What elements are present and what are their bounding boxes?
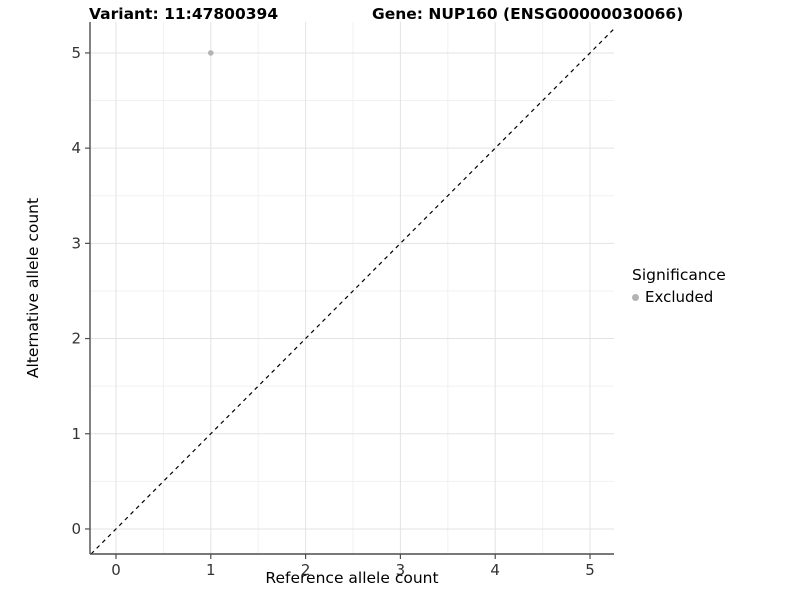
x-tick-label: 4 (490, 561, 500, 579)
x-tick-label: 1 (206, 561, 216, 579)
legend-title: Significance (632, 266, 726, 284)
x-tick-label: 2 (301, 561, 311, 579)
y-tick-label: 5 (71, 44, 81, 62)
x-axis-label: Reference allele count (265, 569, 439, 587)
x-tick-label: 0 (111, 561, 121, 579)
y-tick-label: 2 (71, 330, 81, 348)
y-tick-label: 1 (71, 425, 81, 443)
legend-item: Excluded (632, 288, 726, 306)
identity-line (90, 28, 615, 555)
y-axis-label: Alternative allele count (24, 197, 42, 379)
plot-title-gene: Gene: NUP160 (ENSG00000030066) (372, 5, 684, 23)
legend-items: Excluded (632, 288, 726, 306)
legend: Significance Excluded (632, 266, 726, 306)
y-tick-label: 0 (71, 520, 81, 538)
y-tick-label: 4 (71, 139, 81, 157)
x-tick-label: 3 (396, 561, 406, 579)
legend-point-icon (632, 293, 639, 301)
legend-item-label: Excluded (645, 288, 714, 306)
plot-title-variant: Variant: 11:47800394 (89, 5, 279, 23)
data-point (207, 50, 214, 56)
y-tick-label: 3 (71, 234, 81, 252)
x-tick-label: 5 (585, 561, 595, 579)
